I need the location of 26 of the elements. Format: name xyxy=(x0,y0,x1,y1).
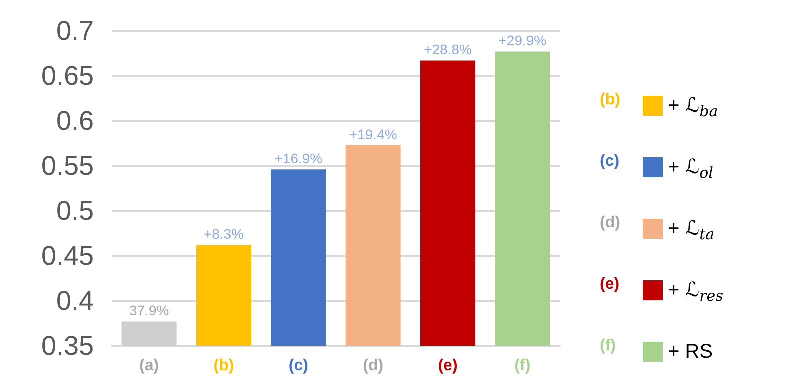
category-label: (d) xyxy=(600,214,620,232)
y-tick-label: 0.6 xyxy=(56,106,94,136)
annotation: +29.9% xyxy=(498,32,547,49)
annotation: +16.9% xyxy=(274,150,323,167)
annotation: 37.9% xyxy=(129,302,170,319)
y-tick-label: 0.65 xyxy=(41,61,94,91)
x-tick-label: (b) xyxy=(214,358,234,374)
y-tick-label: 0.45 xyxy=(41,241,94,271)
y-tick-label: 0.7 xyxy=(56,16,94,46)
category-label: (f) xyxy=(600,338,616,354)
legend-label: + RS xyxy=(668,341,714,363)
annotation: +28.8% xyxy=(424,42,472,58)
x-tick-label: (c) xyxy=(288,358,308,374)
x-tick-label: (f) xyxy=(514,358,531,374)
annotation: +8.3% xyxy=(204,226,244,242)
category-label: (e) xyxy=(600,276,620,293)
x-tick-label: (e) xyxy=(438,358,458,374)
y-tick-label: 0.55 xyxy=(41,151,94,181)
x-tick-label: (d) xyxy=(363,358,384,374)
y-tick-label: 0.4 xyxy=(56,286,94,316)
y-tick-label: 0.5 xyxy=(56,196,94,226)
category-label: (b) xyxy=(600,92,620,108)
category-label: (c) xyxy=(600,153,620,170)
y-tick-label: 0.35 xyxy=(41,331,94,361)
annotation: +19.4% xyxy=(349,126,398,142)
x-tick-label: (a) xyxy=(140,358,160,374)
